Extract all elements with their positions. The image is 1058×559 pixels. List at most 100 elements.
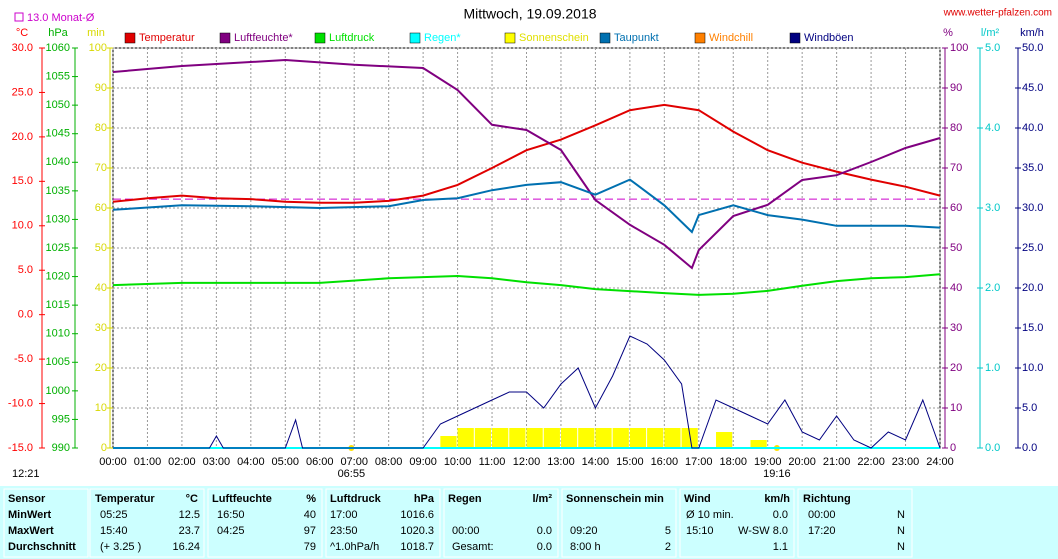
table-cell-text: 5 — [665, 525, 671, 537]
table-cell — [3, 488, 89, 558]
sunshine-bar — [647, 428, 664, 448]
legend-label: Regen* — [424, 32, 461, 44]
sunshine-bar — [716, 432, 733, 448]
table-header: Sensor — [8, 493, 46, 505]
y-tick-label: 1.0 — [985, 362, 1000, 374]
x-tick-label: 15:00 — [616, 456, 644, 468]
y-tick-label: 90 — [95, 82, 107, 94]
y-tick-label: 10.0 — [1022, 362, 1043, 374]
x-tick-label: 05:00 — [272, 456, 300, 468]
y-tick-label: 10 — [95, 402, 107, 414]
sunshine-bar — [595, 428, 612, 448]
x-tick-label: 23:00 — [892, 456, 920, 468]
x-tick-label: 18:00 — [719, 456, 747, 468]
x-tick-label: 02:00 — [168, 456, 196, 468]
y-tick-label: 20.0 — [1022, 282, 1043, 294]
y-tick-label: 5.0 — [18, 264, 33, 276]
y-tick-label: 0 — [950, 442, 956, 454]
y-tick-label: 50 — [95, 242, 107, 254]
sunshine-bar — [457, 428, 474, 448]
y-tick-label: 5.0 — [1022, 402, 1037, 414]
table-cell-text: 16:50 — [217, 509, 245, 521]
table-row-label: MinWert — [8, 509, 52, 521]
table-cell-text: 2 — [665, 541, 671, 553]
table-cell-text: 97 — [304, 525, 316, 537]
table: Sensor Temperatur °C Luftfeuchte% Luftdruck h… — [3, 488, 913, 558]
table-cell-text: 15:10 — [686, 525, 714, 537]
y-axis-unit: hPa — [48, 27, 68, 39]
y-tick-label: 0.0 — [985, 442, 1000, 454]
table-cell-text: 17:20 — [808, 525, 836, 537]
y-tick-label: 5.0 — [985, 42, 1000, 54]
y-tick-label: 1060 — [46, 42, 70, 54]
table-cell-text: 1.1 — [773, 541, 788, 553]
table-cell — [207, 488, 323, 558]
sunshine-bar — [750, 440, 767, 448]
y-tick-label: 100 — [950, 42, 968, 54]
legend-swatch — [694, 32, 706, 44]
y-tick-label: 20.0 — [12, 131, 33, 143]
legend-label: Luftdruck — [329, 32, 375, 44]
table-cell — [89, 488, 205, 558]
table-cell-text: 17:00 — [330, 509, 358, 521]
legend-label: Windböen — [804, 32, 854, 44]
y-tick-label: 0.0 — [18, 309, 33, 321]
y-tick-label: 1030 — [46, 213, 70, 225]
y-tick-label: 80 — [950, 122, 962, 134]
table-cell-text: 15:40 — [100, 525, 128, 537]
y-tick-label: 70 — [950, 162, 962, 174]
table-header: % — [306, 493, 316, 505]
sunshine-bar — [681, 428, 698, 448]
table-header: Regen — [448, 493, 482, 505]
y-tick-label: -5.0 — [14, 353, 33, 365]
x-tick-label: 20:00 — [788, 456, 816, 468]
table-cell-text: 16.24 — [172, 541, 200, 553]
y-tick-label: 995 — [52, 413, 70, 425]
sunshine-bar — [543, 428, 560, 448]
legend-swatch — [219, 32, 231, 44]
legend-swatch — [504, 32, 516, 44]
table-cell-text: 12.5 — [179, 509, 200, 521]
y-tick-label: 0 — [101, 442, 107, 454]
table-row-label: Durchschnitt — [8, 541, 76, 553]
table-row-label: MaxWert — [8, 525, 54, 537]
y-tick-label: 1015 — [46, 299, 70, 311]
x-tick-label: 19:00 — [754, 456, 782, 468]
table-header: Luftdruck — [330, 493, 382, 505]
legend-swatch — [789, 32, 801, 44]
day-length: 12:21 — [12, 468, 40, 480]
table-cell-text: W-SW 8.0 — [738, 525, 788, 537]
table-cell-text: 1016.6 — [400, 509, 434, 521]
table-cell-text: Gesamt: — [452, 541, 494, 553]
table-cell-text: 00:00 — [452, 525, 480, 537]
y-tick-label: 25.0 — [1022, 242, 1043, 254]
table-cell — [679, 488, 795, 558]
legend-swatch — [599, 32, 611, 44]
table-cell-text: 79 — [304, 541, 316, 553]
y-tick-label: 1035 — [46, 185, 70, 197]
y-axis-unit: min — [87, 27, 105, 39]
legend-label: Windchill — [709, 32, 753, 44]
y-tick-label: 1010 — [46, 328, 70, 340]
y-tick-label: 10 — [950, 402, 962, 414]
y-tick-label: 30 — [95, 322, 107, 334]
y-tick-label: 60 — [95, 202, 107, 214]
table-cell-text: 0.0 — [773, 509, 788, 521]
table-background — [0, 486, 1058, 559]
table-cell — [325, 488, 441, 558]
x-tick-label: 01:00 — [134, 456, 162, 468]
x-tick-label: 09:00 — [409, 456, 437, 468]
table-cell-text: 23.7 — [179, 525, 200, 537]
y-axis-unit: % — [943, 27, 953, 39]
legend-label: Luftfeuchte* — [234, 32, 293, 44]
sunshine-bar — [509, 428, 526, 448]
table-cell-text: Ø 10 min. — [686, 509, 734, 521]
x-tick-label: 06:00 — [306, 456, 334, 468]
x-tick-label: 17:00 — [685, 456, 713, 468]
series-line — [112, 103, 941, 204]
series-line — [112, 273, 941, 296]
monthly-avg-label: 13.0 Monat-Ø — [27, 12, 95, 24]
y-tick-label: 2.0 — [985, 282, 1000, 294]
y-tick-label: 50 — [950, 242, 962, 254]
